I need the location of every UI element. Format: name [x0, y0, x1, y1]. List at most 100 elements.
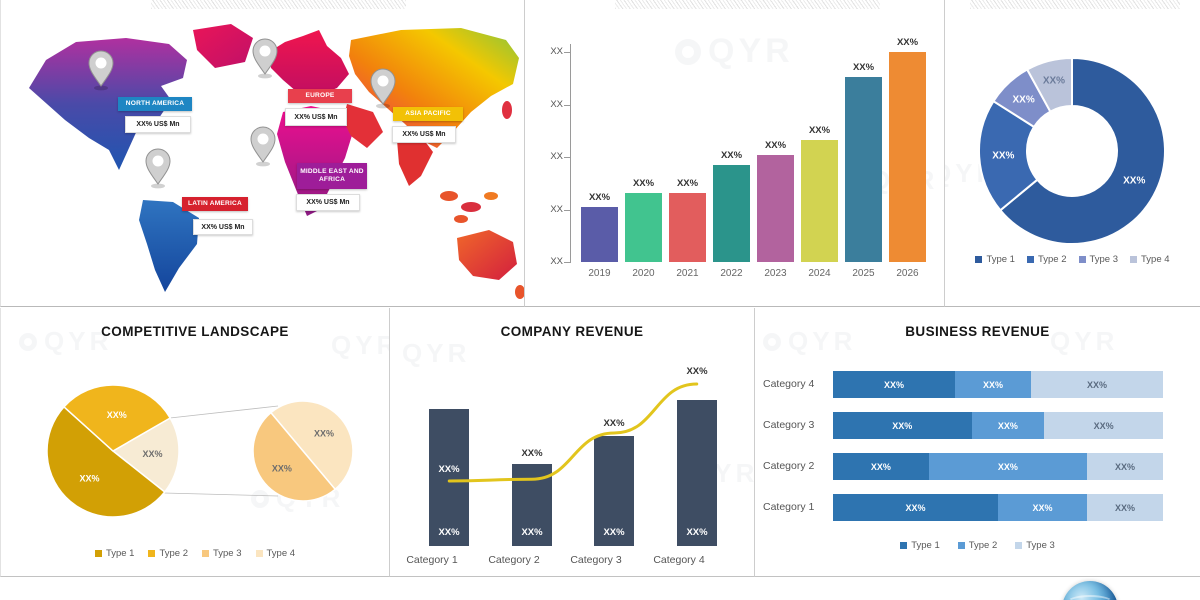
region-banner-north-america: NORTH AMERICA [118, 97, 192, 111]
globe-band [1066, 595, 1114, 600]
stacked-bar-category-1: XX% XX% XX% [833, 494, 1163, 521]
cropped-panel-title [615, 0, 880, 9]
bar-value-label: XX% [632, 177, 655, 189]
segment-type-1: XX% [833, 494, 998, 521]
bar-category-1: XX% [429, 408, 469, 546]
x-axis-label: 2024 [808, 268, 831, 279]
x-axis-label: Category 2 [488, 554, 540, 566]
x-axis-label: 2023 [764, 268, 787, 279]
panel-market-growth-chart: QYR QYR XX XX XX XX XX XX% XX% XX% XX% X… [525, 0, 945, 307]
region-name: ASIA PACIFIC [405, 110, 451, 118]
legend-item: Type 1 [975, 254, 1015, 265]
line-point-label: XX% [438, 463, 460, 475]
x-axis-label: Category 3 [570, 554, 622, 566]
y-tick-label: XX [550, 151, 563, 162]
bar-category-3: XX% [594, 435, 634, 546]
bar-value-label: XX% [588, 192, 611, 204]
x-axis-label: 2021 [676, 268, 699, 279]
y-tick-label: XX [550, 256, 563, 267]
region-banner-europe: EUROPE [288, 89, 352, 103]
panel-title: COMPETITIVE LANDSCAPE [101, 324, 289, 339]
legend-swatch [1026, 256, 1034, 263]
pie-of-pie-chart [163, 405, 279, 497]
region-value-north-america: XX% US$ Mn [125, 116, 191, 133]
region-value-europe: XX% US$ Mn [285, 108, 347, 126]
segment-type-3: XX% [1087, 494, 1163, 521]
region-value-middle-east-africa: XX% US$ Mn [296, 194, 360, 211]
pin-north-america [88, 50, 114, 91]
bar-2026 [889, 52, 926, 262]
legend-item: Type 2 [957, 540, 997, 551]
row-label: Category 3 [763, 419, 815, 431]
region-name: EUROPE [305, 92, 335, 100]
svg-text:XX%: XX% [314, 428, 334, 438]
segment-type-2: XX% [928, 453, 1088, 480]
x-axis-label: 2026 [896, 268, 919, 279]
legend-swatch [1078, 256, 1086, 263]
segment-type-1: XX% [833, 371, 956, 398]
donut-chart: XX% XX% XX% XX% [978, 56, 1166, 245]
svg-text:XX%: XX% [1012, 94, 1034, 105]
cropped-panel-title [970, 0, 1180, 9]
bar-value-label: XX% [676, 177, 699, 189]
legend-item: Type 4 [1130, 254, 1170, 265]
svg-text:XX%: XX% [80, 474, 100, 484]
pin-latin-america [145, 148, 171, 189]
region-value-latin-america: XX% US$ Mn [193, 219, 253, 235]
svg-text:XX%: XX% [107, 410, 127, 420]
region-name: LATIN AMERICA [188, 200, 242, 208]
continent-shapes [29, 24, 524, 299]
row-label: Category 4 [763, 378, 815, 390]
segment-type-2: XX% [998, 494, 1088, 521]
cropped-panel-title [151, 0, 406, 9]
main-pie: XX% XX% XX% [46, 384, 180, 518]
competitive-legend: Type 1 Type 2 Type 3 Type 4 [1, 548, 389, 559]
segment-type-3: XX% [1087, 453, 1163, 480]
bar-value-label: XX% [808, 125, 831, 136]
bar-2023 [757, 154, 794, 262]
panel-title: BUSINESS REVENUE [905, 324, 1050, 339]
region-name: NORTH AMERICA [125, 100, 185, 108]
legend-swatch [1015, 542, 1023, 549]
x-axis-label: 2022 [720, 268, 743, 279]
footer-strip [0, 578, 1200, 600]
legend-item: Type 1 [900, 540, 940, 551]
secondary-pie: XX% XX% [252, 400, 354, 502]
region-name: MIDDLE EAST AND AFRICA [300, 168, 364, 183]
panel-type-share-donut: QYR XX%XX%XX%XX% Type 1 Type 2 Type 3 Ty… [945, 0, 1200, 307]
legend-swatch [975, 256, 983, 263]
svg-text:XX%: XX% [1123, 175, 1145, 186]
legend-item: Type 2 [1026, 254, 1067, 265]
bar-2022 [713, 165, 750, 262]
segment-type-1: XX% [833, 453, 929, 480]
segment-type-2: XX% [971, 412, 1045, 439]
bar-bottom-label: XX% [686, 527, 708, 538]
x-axis-label: Category 1 [406, 554, 458, 566]
legend-swatch [957, 542, 965, 549]
x-axis-label: 2019 [588, 268, 611, 279]
legend-item: Type 3 [202, 548, 242, 559]
map-pins [88, 38, 396, 189]
y-tick-label: XX [550, 99, 563, 110]
y-tick-mark [564, 262, 570, 263]
line-point-label: XX% [603, 417, 625, 429]
panel-title: COMPANY REVENUE [500, 324, 644, 339]
line-point-label: XX% [521, 447, 543, 459]
legend-item: Type 4 [255, 548, 295, 559]
globe-icon [1062, 581, 1118, 600]
x-axis-label: 2025 [852, 268, 875, 279]
bar-category-4: XX% [677, 400, 717, 546]
y-tick-label: XX [550, 46, 563, 57]
panel-competitive-landscape: QYR QYR QYR COMPETITIVE LANDSCAPE XX%XX%… [0, 308, 390, 577]
x-axis-label: Category 4 [653, 554, 705, 566]
bar-2020 [625, 192, 662, 262]
legend-item: Type 3 [1078, 254, 1118, 265]
y-axis-line [570, 44, 571, 263]
region-banner-latin-america: LATIN AMERICA [182, 197, 248, 211]
y-tick-mark [564, 105, 570, 106]
row-label: Category 1 [763, 501, 815, 513]
bar-value-label: XX% [896, 36, 919, 48]
line-point-label: XX% [686, 365, 708, 377]
segment-type-3: XX% [1030, 371, 1163, 398]
